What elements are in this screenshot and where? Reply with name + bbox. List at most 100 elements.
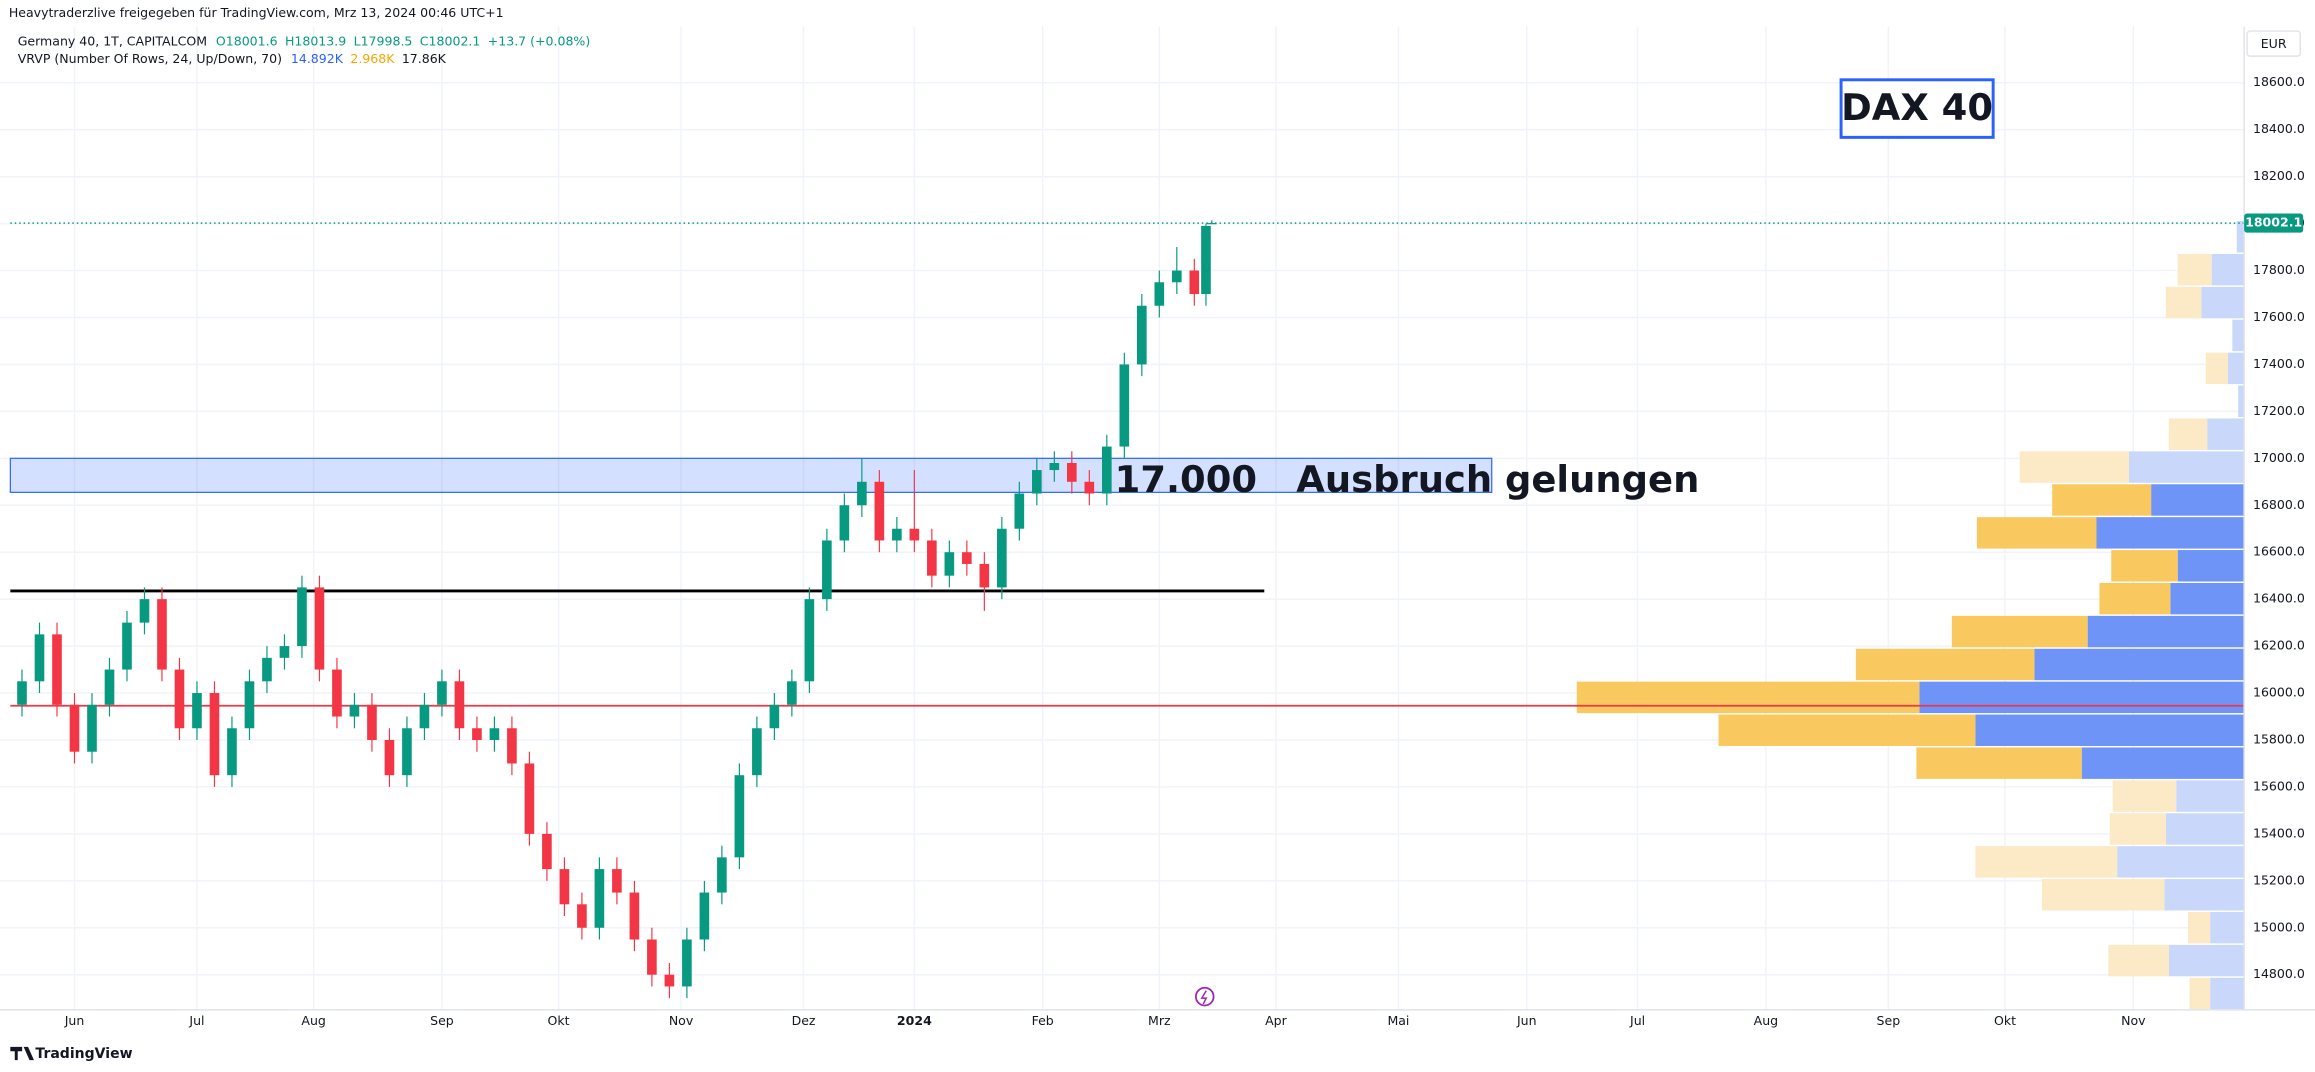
- profile-up: [2117, 846, 2245, 878]
- x-tick-label: Mrz: [1148, 1013, 1171, 1028]
- candle-body: [314, 587, 325, 670]
- y-tick-label: 15600.0: [2253, 778, 2305, 793]
- profile-down: [2111, 550, 2178, 582]
- ohlc: L17998.5: [354, 33, 413, 48]
- x-tick-label: Jun: [1516, 1013, 1537, 1028]
- profile-down: [2189, 977, 2211, 1010]
- profile-down: [2205, 352, 2228, 385]
- profile-up: [2151, 484, 2245, 516]
- x-tick-label: Sep: [430, 1013, 454, 1028]
- candle-body: [227, 728, 237, 776]
- profile-up: [2170, 582, 2245, 615]
- profile-down: [2177, 253, 2212, 286]
- candle-body: [349, 704, 360, 717]
- candle-body: [384, 739, 395, 776]
- profile-up: [2165, 813, 2245, 845]
- candle-body: [752, 728, 762, 776]
- candle-body: [262, 657, 272, 682]
- candle-body: [664, 974, 675, 987]
- x-tick-label: Nov: [669, 1013, 694, 1028]
- x-tick-label: Feb: [1032, 1013, 1054, 1028]
- profile-down: [1916, 747, 2082, 779]
- ohlc: H18013.9: [285, 33, 346, 48]
- symbol: Germany 40, 1T, CAPITALCOM: [18, 33, 207, 48]
- candle-body: [892, 528, 902, 541]
- candle-body: [559, 869, 570, 905]
- y-tick-label: 15800.0: [2253, 731, 2305, 746]
- y-tick-label: 15200.0: [2253, 872, 2305, 887]
- candle-body: [997, 528, 1007, 588]
- candle-body: [52, 634, 62, 705]
- profile-down: [1976, 517, 2097, 549]
- currency-box[interactable]: [2246, 30, 2301, 57]
- annotation: Ausbruch gelungen: [1296, 458, 1699, 501]
- profile-up: [2210, 911, 2245, 944]
- profile-up: [2164, 879, 2245, 911]
- y-tick-label: 15000.0: [2253, 919, 2305, 934]
- profile-up: [1975, 714, 2245, 746]
- profile-up: [2168, 944, 2245, 977]
- candle-body: [769, 704, 780, 729]
- profile-down: [2165, 286, 2202, 319]
- ohlc: C18002.1: [420, 33, 481, 48]
- x-tick-label: Okt: [1994, 1013, 2016, 1028]
- x-tick-label: Okt: [548, 1013, 570, 1028]
- profile-down: [1855, 648, 2035, 681]
- candle-body: [962, 552, 972, 564]
- x-tick-label: Mai: [1387, 1013, 1409, 1028]
- event-icon[interactable]: [1195, 986, 1215, 1007]
- profile-down: [1951, 615, 2088, 648]
- candle-body: [174, 669, 185, 729]
- candle-body: [1189, 270, 1200, 294]
- candle-body: [419, 704, 430, 729]
- candle-body: [734, 775, 745, 858]
- candle-body: [402, 728, 412, 776]
- candle-body: [1201, 225, 1211, 294]
- candle-body: [1206, 223, 1217, 225]
- x-tick-label: Sep: [1877, 1013, 1901, 1028]
- candle-body: [69, 704, 80, 752]
- profile-down: [2041, 879, 2165, 911]
- candle-body: [647, 939, 657, 975]
- candle-body: [332, 669, 342, 717]
- candle-body: [279, 646, 290, 658]
- x-tick-label: Jul: [1629, 1013, 1645, 1028]
- change: +13.7 (+0.08%): [488, 33, 590, 48]
- logo: [10, 1046, 34, 1061]
- title-box: [1839, 78, 1995, 139]
- candle-body: [1067, 463, 1077, 482]
- y-tick-label: 17000.0: [2253, 450, 2305, 465]
- x-tick-label: Jul: [188, 1013, 204, 1028]
- candle-body: [507, 728, 517, 764]
- candle-body: [857, 481, 867, 506]
- candle-body: [1084, 481, 1095, 494]
- symbol-line: Germany 40, 1T, CAPITALCOM O18001.6 H18013…: [18, 33, 591, 48]
- candle-body: [157, 599, 167, 670]
- x-tick-label: Nov: [2121, 1013, 2146, 1028]
- profile-up: [2201, 286, 2245, 319]
- candle-body: [1049, 463, 1060, 471]
- candle-body: [17, 681, 27, 705]
- profile-up: [2232, 319, 2245, 352]
- candle-body: [87, 704, 97, 752]
- profile-down: [2019, 451, 2129, 483]
- y-tick-label: 18600.0: [2253, 74, 2305, 89]
- profile-up: [2128, 451, 2245, 483]
- profile-up: [2176, 780, 2245, 812]
- candle-body: [577, 904, 587, 928]
- profile-down: [1718, 714, 1976, 746]
- currency[interactable]: EUR: [2261, 36, 2287, 51]
- candle-body: [787, 681, 797, 705]
- zone: [9, 457, 1493, 493]
- y-tick-label: 16000.0: [2253, 685, 2305, 700]
- candle-body: [524, 763, 535, 834]
- candle-body: [192, 693, 202, 729]
- candle-body: [909, 528, 920, 541]
- candle-body: [839, 505, 850, 541]
- profile-up: [2238, 385, 2245, 417]
- candle-body: [104, 669, 115, 705]
- candle-body: [1171, 270, 1182, 283]
